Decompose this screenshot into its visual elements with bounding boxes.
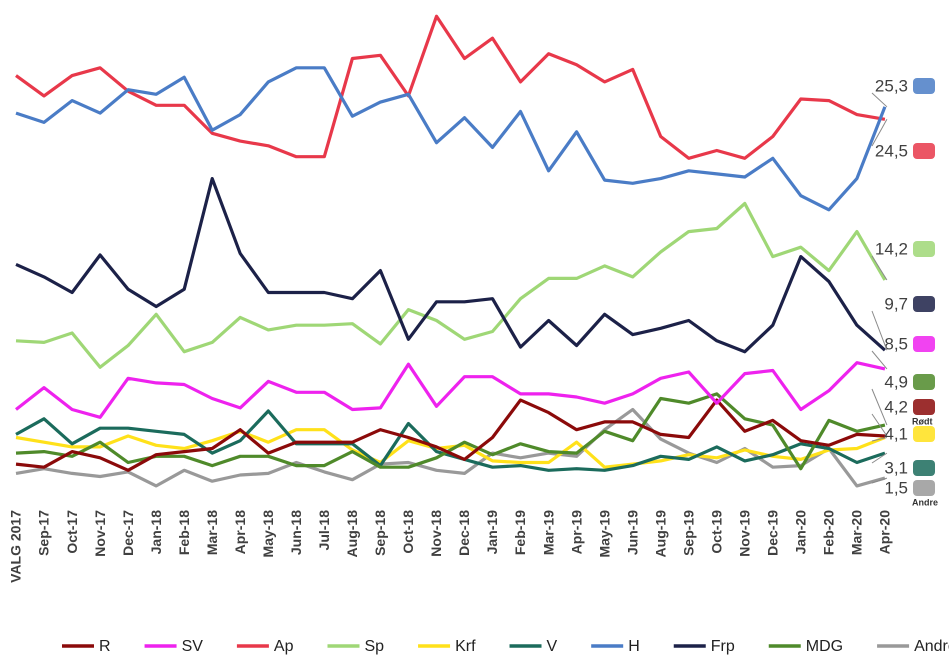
x-tick-label: Jul-18 (316, 510, 332, 551)
end-label: 8,5 (884, 334, 908, 353)
x-tick-label: Oct-18 (400, 510, 416, 554)
x-tick-label: Jun-19 (624, 510, 640, 555)
end-label: 4,1 (884, 424, 908, 443)
leader-line (871, 452, 888, 464)
x-tick-label: Sep-17 (36, 510, 52, 556)
legend-label: Frp (711, 638, 735, 655)
x-tick-label: Aug-18 (344, 510, 360, 558)
x-tick-label: Nov-18 (428, 510, 444, 557)
party-logo (913, 241, 935, 257)
x-tick-label: Aug-19 (652, 510, 668, 558)
x-tick-label: Apr-19 (568, 510, 584, 555)
end-label: 14,2 (875, 239, 908, 258)
end-label: 25,3 (875, 76, 908, 95)
legend-label: Ap (274, 638, 294, 655)
party-logo (913, 426, 935, 442)
legend-label: Sp (364, 638, 384, 655)
end-label: 4,9 (884, 372, 908, 391)
leader-line (871, 255, 888, 281)
party-logo (913, 336, 935, 352)
series-line (15, 66, 887, 212)
x-tick-label: Dec-17 (120, 510, 136, 556)
x-tick-label: Feb-20 (821, 510, 837, 555)
legend-label: Andre (914, 638, 949, 655)
x-tick-label: Jan-18 (148, 510, 164, 555)
end-label: 4,2 (884, 397, 908, 416)
series-line (15, 428, 886, 469)
legend-label: MDG (806, 638, 843, 655)
party-logo (913, 374, 935, 390)
x-tick-label: Nov-19 (736, 510, 752, 557)
leader-line (871, 477, 888, 484)
party-logo (913, 399, 935, 415)
series-line (15, 361, 886, 419)
x-tick-label: May-18 (260, 510, 276, 558)
end-label: 3,1 (884, 458, 908, 477)
legend-label: H (628, 638, 640, 655)
leader-line (871, 388, 888, 426)
leader-line (871, 437, 888, 442)
party-logo (913, 296, 935, 312)
leader-line (871, 92, 888, 108)
logo-text: Rødt (912, 416, 933, 426)
x-tick-label: Oct-19 (708, 510, 724, 554)
logo-text: Andre (912, 497, 938, 507)
x-tick-label: Oct-17 (64, 510, 80, 554)
series-line (15, 14, 886, 160)
x-tick-label: Mar-19 (540, 510, 556, 555)
x-tick-label: Jun-18 (288, 510, 304, 555)
x-tick-label: Sep-18 (372, 510, 388, 556)
end-label: 1,5 (884, 478, 908, 497)
series-line (15, 201, 887, 369)
series-line (15, 409, 886, 472)
x-tick-label: Apr-18 (232, 510, 248, 555)
party-logo (913, 143, 935, 159)
party-logo (913, 78, 935, 94)
end-label: 24,5 (875, 141, 908, 160)
leader-line (871, 413, 888, 437)
x-tick-label: Mar-20 (849, 510, 865, 555)
series-line (15, 177, 886, 354)
legend-label: R (99, 638, 111, 655)
party-logo (913, 460, 935, 476)
leader-line (871, 119, 888, 147)
x-tick-label: Dec-19 (765, 510, 781, 556)
series-line (15, 398, 885, 472)
x-tick-label: Dec-18 (456, 510, 472, 556)
x-tick-label: Sep-19 (680, 510, 696, 556)
leader-line (871, 350, 888, 370)
x-tick-label: Apr-20 (877, 510, 893, 555)
x-tick-label: May-19 (596, 510, 612, 558)
party-logo (913, 480, 935, 496)
x-tick-label: Feb-18 (176, 510, 192, 555)
x-tick-label: Feb-19 (512, 510, 528, 555)
legend-label: SV (182, 638, 204, 655)
x-tick-label: Jan-20 (793, 510, 809, 555)
legend-label: V (547, 638, 558, 655)
x-tick-label: VALG 2017 (8, 510, 24, 583)
end-label: 9,7 (884, 294, 908, 313)
series-line (15, 392, 886, 471)
x-tick-label: Mar-18 (204, 510, 220, 555)
legend-label: Krf (455, 638, 476, 655)
x-tick-label: Jan-19 (484, 510, 500, 555)
leader-line (871, 310, 888, 351)
x-tick-label: Nov-17 (92, 510, 108, 557)
